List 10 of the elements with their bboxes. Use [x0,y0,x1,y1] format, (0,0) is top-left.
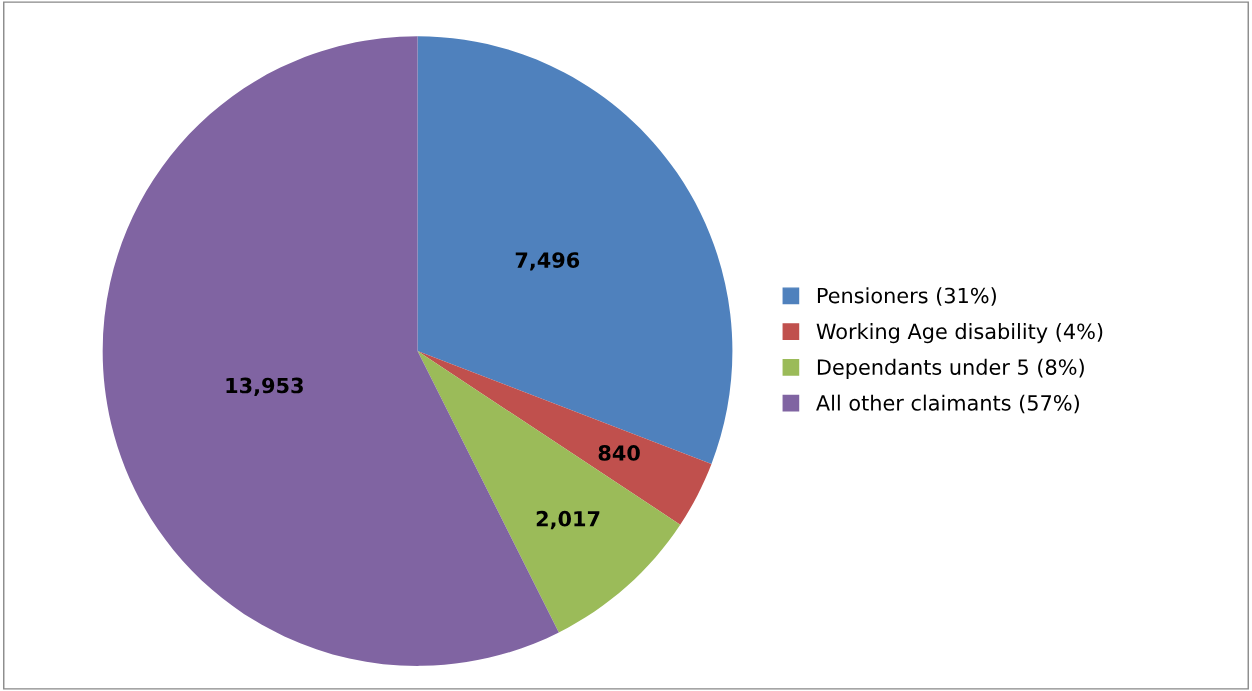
data-label: 2,017 [536,510,600,530]
pie-slice [417,351,681,633]
legend-label: All other claimants (57%) [816,394,1079,414]
data-label: 7,496 [515,252,580,271]
legend-label: Dependants under 5 (8%) [817,358,1084,379]
data-label: 840 [598,445,640,461]
pie-slice [417,36,733,464]
data-label: 13,953 [226,377,303,397]
legend-label: Pensioners (31%) [817,287,996,306]
legend-label: Working Age disability (4%) [816,323,1103,344]
